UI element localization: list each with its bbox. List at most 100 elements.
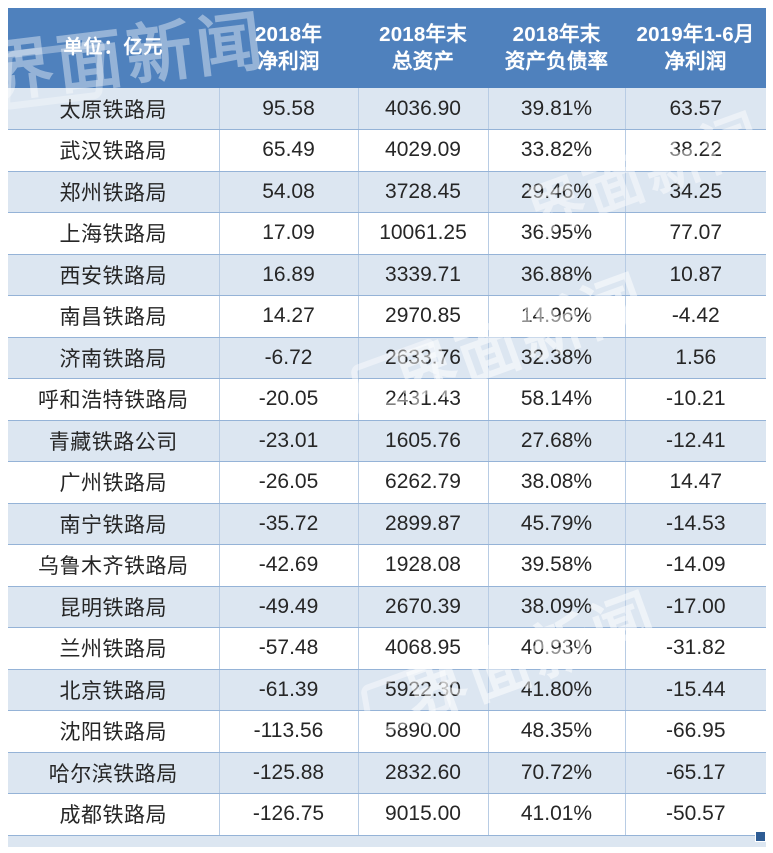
table-row[interactable]: 上海铁路局 17.09 10061.25 36.95% 77.07 [8,212,766,255]
cell-net-profit-2019h1[interactable]: -66.95 [625,710,766,753]
cell-debt-ratio-2018[interactable]: 70.72% [488,752,626,794]
row-label[interactable]: 沈阳铁路局 [8,710,220,753]
cell-net-profit-2018[interactable]: -35.72 [219,503,359,545]
cell-net-profit-2019h1[interactable]: -65.17 [625,752,766,794]
cell-debt-ratio-2018[interactable]: 41.01% [488,793,626,836]
cell-debt-ratio-2018[interactable]: 29.46% [488,171,626,213]
cell-total-assets-2018[interactable]: 2670.39 [358,586,489,628]
cell-net-profit-2018[interactable]: 14.27 [219,295,359,338]
table-row[interactable]: 乌鲁木齐铁路局 -42.69 1928.08 39.58% -14.09 [8,544,766,587]
row-label[interactable]: 兰州铁路局 [8,627,220,670]
cell-debt-ratio-2018[interactable]: 58.14% [488,378,626,421]
cell-net-profit-2019h1[interactable]: 77.07 [625,212,766,255]
cell-net-profit-2019h1[interactable]: 14.47 [625,461,766,504]
cell-net-profit-2019h1[interactable]: -14.09 [625,544,766,587]
cell-debt-ratio-2018[interactable]: 38.09% [488,586,626,628]
cell-total-assets-2018[interactable]: 2633.76 [358,337,489,379]
cell-net-profit-2018[interactable]: 95.58 [219,88,359,130]
cell-debt-ratio-2018[interactable]: 32.38% [488,337,626,379]
row-label[interactable]: 郑州铁路局 [8,171,220,213]
cell-net-profit-2019h1[interactable]: 63.57 [625,88,766,130]
cell-total-assets-2018[interactable]: 4029.09 [358,129,489,172]
table-row[interactable]: 南宁铁路局 -35.72 2899.87 45.79% -14.53 [8,503,766,545]
cell-net-profit-2018[interactable]: 54.08 [219,171,359,213]
cell-net-profit-2019h1[interactable]: 1.56 [625,337,766,379]
row-label[interactable]: 哈尔滨铁路局 [8,752,220,794]
table-row[interactable]: 南昌铁路局 14.27 2970.85 14.96% -4.42 [8,295,766,338]
row-label[interactable]: 呼和浩特铁路局 [8,378,220,421]
table-row[interactable]: 太原铁路局 95.58 4036.90 39.81% 63.57 [8,88,766,130]
cell-net-profit-2019h1[interactable]: -50.57 [625,793,766,836]
cell-total-assets-2018[interactable]: 1605.76 [358,420,489,462]
cell-total-assets-2018[interactable]: 6262.79 [358,461,489,504]
cell-net-profit-2019h1[interactable]: -10.21 [625,378,766,421]
cell-total-assets-2018[interactable]: 2899.87 [358,503,489,545]
cell-total-assets-2018[interactable]: 4036.90 [358,88,489,130]
cell-total-assets-2018[interactable]: 9015.00 [358,793,489,836]
cell-net-profit-2018[interactable]: 17.09 [219,212,359,255]
cell-net-profit-2019h1[interactable]: 38.22 [625,129,766,172]
cell-debt-ratio-2018[interactable]: 38.08% [488,461,626,504]
cell-debt-ratio-2018[interactable]: 36.88% [488,254,626,296]
cell-debt-ratio-2018[interactable]: 39.81% [488,88,626,130]
row-label[interactable]: 西安铁路局 [8,254,220,296]
cell-debt-ratio-2018[interactable]: 39.58% [488,544,626,587]
cell-debt-ratio-2018[interactable]: 41.80% [488,669,626,711]
cell-net-profit-2019h1[interactable]: 10.87 [625,254,766,296]
selection-fill-handle[interactable] [755,831,766,842]
cell-debt-ratio-2018[interactable]: 48.35% [488,710,626,753]
cell-net-profit-2018[interactable]: -20.05 [219,378,359,421]
row-label[interactable]: 成都铁路局 [8,793,220,836]
table-row[interactable]: 沈阳铁路局 -113.56 5890.00 48.35% -66.95 [8,710,766,753]
cell-debt-ratio-2018[interactable]: 33.82% [488,129,626,172]
table-row[interactable]: 兰州铁路局 -57.48 4068.95 40.93% -31.82 [8,627,766,670]
cell-net-profit-2018[interactable]: -42.69 [219,544,359,587]
table-row[interactable]: 西安铁路局 16.89 3339.71 36.88% 10.87 [8,254,766,296]
row-label[interactable]: 太原铁路局 [8,88,220,130]
row-label[interactable]: 济南铁路局 [8,337,220,379]
table-row[interactable]: 郑州铁路局 54.08 3728.45 29.46% 34.25 [8,171,766,213]
cell-net-profit-2019h1[interactable]: 34.25 [625,171,766,213]
table-row[interactable]: 广州铁路局 -26.05 6262.79 38.08% 14.47 [8,461,766,504]
cell-total-assets-2018[interactable]: 10061.25 [358,212,489,255]
cell-net-profit-2019h1[interactable]: -31.82 [625,627,766,670]
cell-net-profit-2018[interactable]: 16.89 [219,254,359,296]
cell-net-profit-2018[interactable]: -6.72 [219,337,359,379]
cell-net-profit-2019h1[interactable]: -4.42 [625,295,766,338]
table-row[interactable]: 成都铁路局 -126.75 9015.00 41.01% -50.57 [8,793,766,836]
cell-total-assets-2018[interactable]: 1928.08 [358,544,489,587]
cell-debt-ratio-2018[interactable]: 40.93% [488,627,626,670]
row-label[interactable]: 上海铁路局 [8,212,220,255]
row-label[interactable]: 乌鲁木齐铁路局 [8,544,220,587]
cell-net-profit-2018[interactable]: 65.49 [219,129,359,172]
cell-net-profit-2019h1[interactable]: -17.00 [625,586,766,628]
cell-total-assets-2018[interactable]: 2970.85 [358,295,489,338]
cell-total-assets-2018[interactable]: 2832.60 [358,752,489,794]
row-label[interactable]: 青藏铁路公司 [8,420,220,462]
cell-net-profit-2019h1[interactable]: -12.41 [625,420,766,462]
table-row[interactable]: 北京铁路局 -61.39 5922.30 41.80% -15.44 [8,669,766,711]
cell-debt-ratio-2018[interactable]: 36.95% [488,212,626,255]
row-label[interactable]: 南昌铁路局 [8,295,220,338]
row-label[interactable]: 武汉铁路局 [8,129,220,172]
table-row[interactable]: 哈尔滨铁路局 -125.88 2832.60 70.72% -65.17 [8,752,766,794]
cell-net-profit-2019h1[interactable]: -14.53 [625,503,766,545]
cell-net-profit-2018[interactable]: -26.05 [219,461,359,504]
cell-total-assets-2018[interactable]: 5890.00 [358,710,489,753]
row-label[interactable]: 北京铁路局 [8,669,220,711]
cell-debt-ratio-2018[interactable]: 14.96% [488,295,626,338]
cell-total-assets-2018[interactable]: 3339.71 [358,254,489,296]
cell-net-profit-2018[interactable]: -126.75 [219,793,359,836]
cell-net-profit-2018[interactable]: -57.48 [219,627,359,670]
cell-net-profit-2019h1[interactable]: -15.44 [625,669,766,711]
table-row[interactable]: 济南铁路局 -6.72 2633.76 32.38% 1.56 [8,337,766,379]
cell-debt-ratio-2018[interactable]: 45.79% [488,503,626,545]
table-row[interactable]: 青藏铁路公司 -23.01 1605.76 27.68% -12.41 [8,420,766,462]
row-label[interactable]: 昆明铁路局 [8,586,220,628]
table-row[interactable]: 呼和浩特铁路局 -20.05 2431.43 58.14% -10.21 [8,378,766,421]
cell-net-profit-2018[interactable]: -61.39 [219,669,359,711]
table-row[interactable]: 昆明铁路局 -49.49 2670.39 38.09% -17.00 [8,586,766,628]
cell-total-assets-2018[interactable]: 4068.95 [358,627,489,670]
cell-total-assets-2018[interactable]: 3728.45 [358,171,489,213]
table-row[interactable]: 武汉铁路局 65.49 4029.09 33.82% 38.22 [8,129,766,172]
